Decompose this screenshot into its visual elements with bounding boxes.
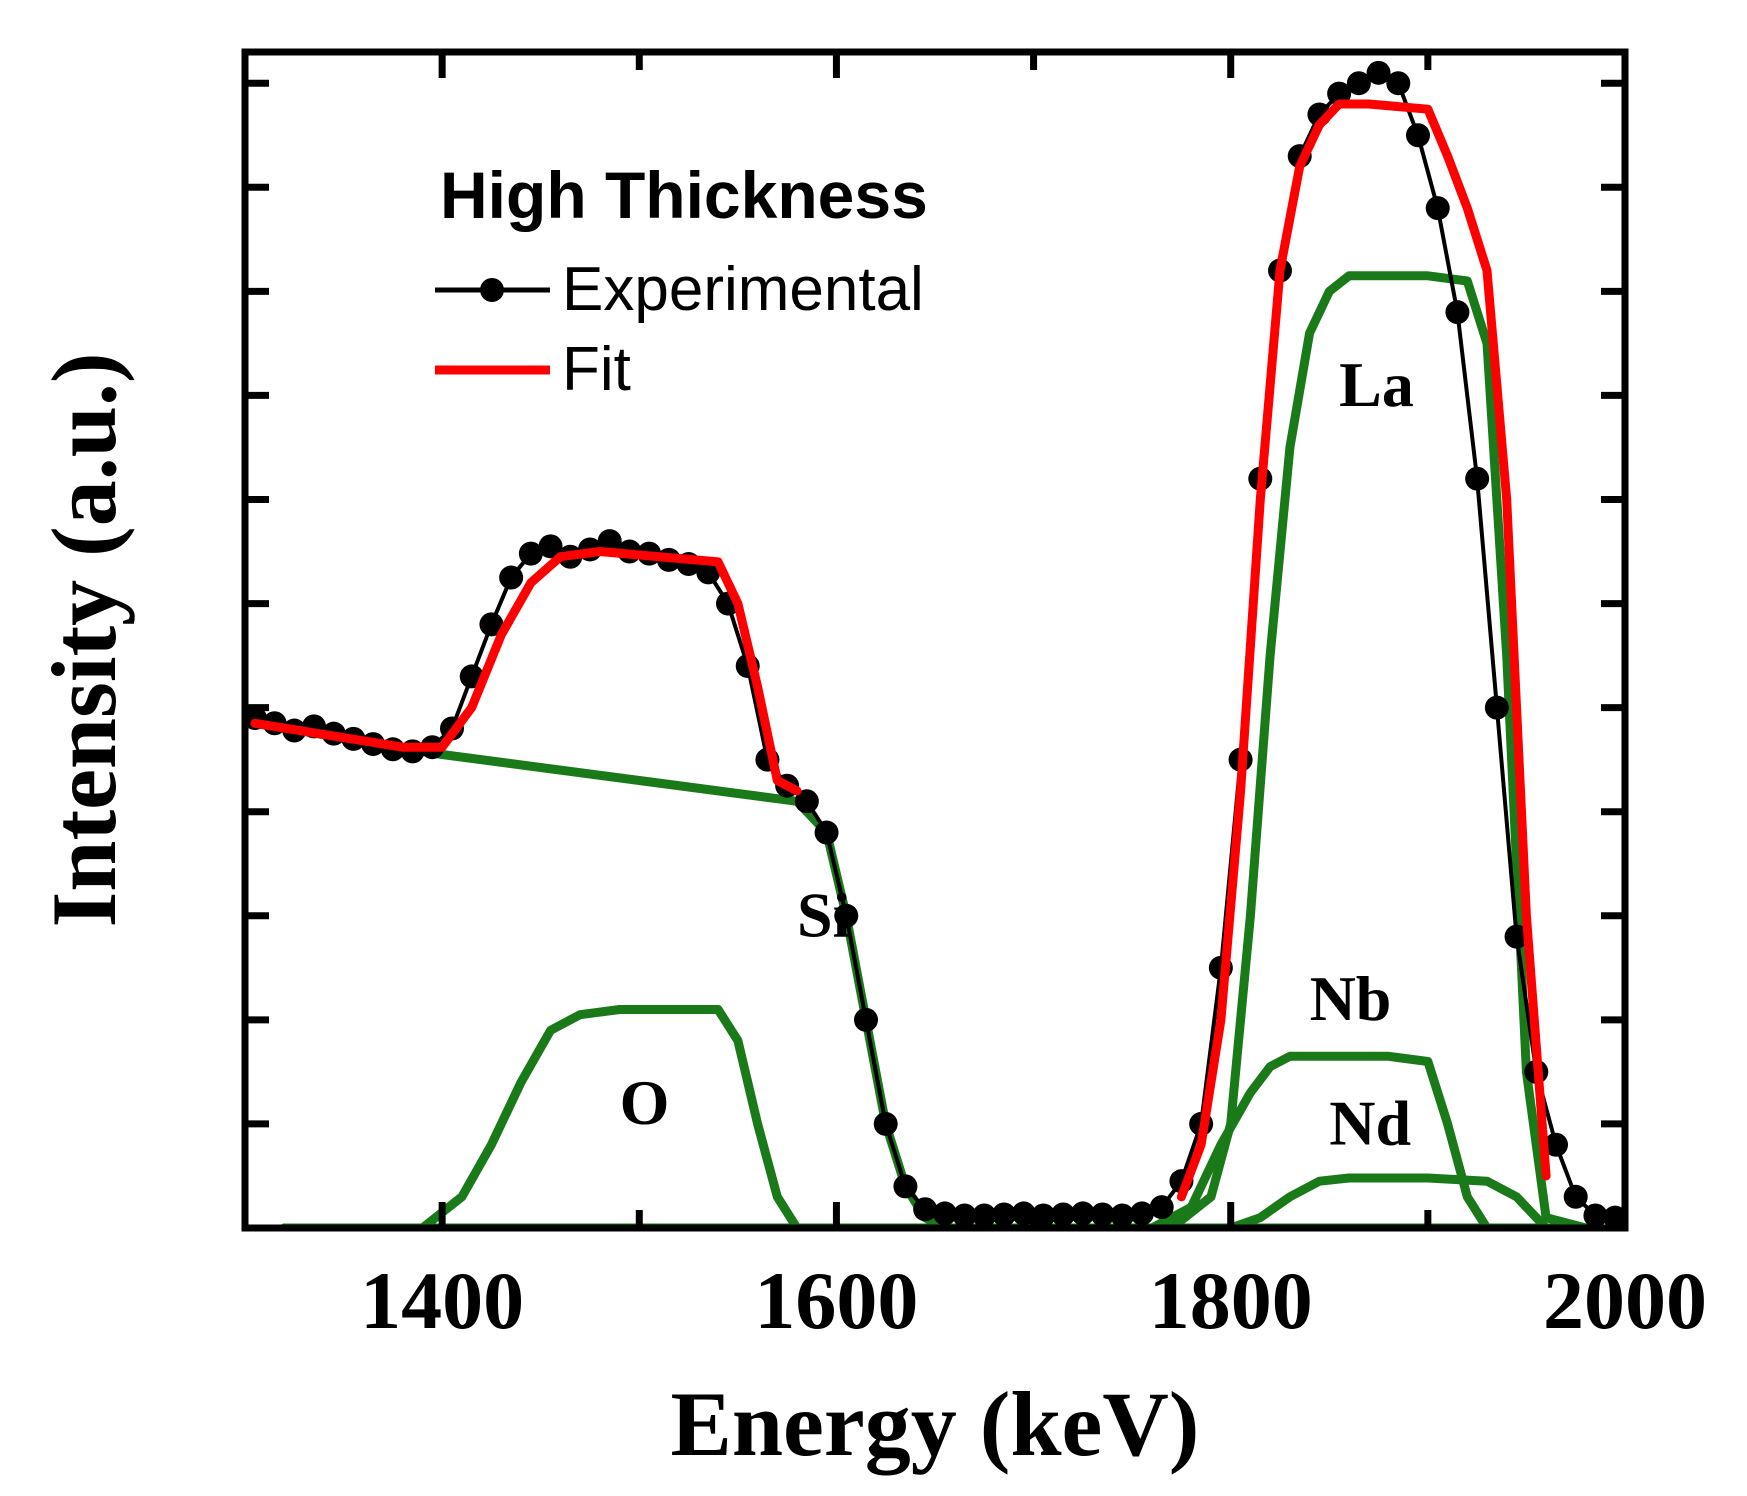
axis-ticks <box>245 52 1625 1232</box>
experimental-point <box>794 789 819 814</box>
series-line-o <box>279 1005 1591 1228</box>
experimental-point <box>1011 1201 1036 1226</box>
annotation-si: Si <box>797 880 850 951</box>
experimental-point <box>1603 1205 1625 1228</box>
experimental-point <box>972 1203 997 1228</box>
x-axis-label: Energy (keV) <box>671 1373 1200 1475</box>
axes-frame <box>241 48 1629 1232</box>
legend-title: High Thickness <box>440 158 928 232</box>
experimental-point <box>913 1197 938 1222</box>
experimental-point <box>1090 1202 1115 1227</box>
experimental-point <box>1484 695 1509 720</box>
legend-label-experimental: Experimental <box>562 255 924 324</box>
annotations: La Si Nb O Nd <box>620 349 1414 1159</box>
annotation-la: La <box>1339 349 1414 420</box>
plot-area <box>245 60 1625 1228</box>
experimental-point <box>1130 1201 1154 1226</box>
legend-swatch-experimental-dot <box>480 278 504 302</box>
experimental-point <box>1504 924 1529 949</box>
experimental-point <box>814 820 839 845</box>
x-tick-labels: 1400 1600 1800 2000 <box>360 1255 1707 1346</box>
series-line-nd <box>279 1173 1591 1228</box>
series-line-fit-2 <box>1176 99 1551 1202</box>
series-line-nb <box>279 1051 1591 1228</box>
experimental-point <box>952 1203 977 1228</box>
x-tick-label: 1400 <box>360 1255 524 1346</box>
experimental-point <box>479 612 504 637</box>
experimental-point <box>1583 1203 1608 1228</box>
experimental-point <box>499 565 524 590</box>
series-line-fit-1 <box>250 547 802 796</box>
experimental-point <box>1563 1184 1588 1209</box>
experimental-point <box>1544 1132 1568 1157</box>
x-tick-label: 2000 <box>1543 1255 1707 1346</box>
experimental-point <box>854 1007 878 1032</box>
experimental-point <box>1465 466 1490 491</box>
experimental-point <box>873 1111 898 1136</box>
experimental-point <box>992 1202 1016 1227</box>
experimental-point <box>1366 60 1391 85</box>
experimental-point <box>538 534 563 559</box>
legend: High Thickness Experimental Fit <box>435 158 928 404</box>
experimental-point <box>597 529 622 554</box>
experimental-point <box>1425 196 1450 221</box>
legend-label-fit: Fit <box>562 335 631 404</box>
experimental-point <box>1031 1203 1056 1228</box>
experimental-point <box>893 1174 918 1199</box>
experimental-point <box>1386 71 1411 96</box>
experimental-point <box>1070 1201 1095 1226</box>
annotation-nd: Nd <box>1329 1088 1411 1159</box>
annotation-o: O <box>620 1067 670 1138</box>
experimental-point <box>1406 123 1430 148</box>
annotation-nb: Nb <box>1310 963 1392 1034</box>
experimental-point <box>518 541 543 566</box>
experimental-point <box>834 903 859 928</box>
experimental-point <box>1110 1203 1135 1228</box>
experimental-point <box>932 1201 957 1226</box>
x-tick-label: 1800 <box>1149 1255 1313 1346</box>
plot-frame <box>241 48 1629 1232</box>
experimental-point <box>1445 300 1470 325</box>
x-tick-label: 1600 <box>754 1255 918 1346</box>
y-axis-label: Intensity (a.u.) <box>33 352 135 927</box>
experimental-point <box>696 560 721 585</box>
experimental-point <box>1051 1202 1076 1227</box>
series-line-experimental <box>254 70 1616 1220</box>
experimental-point <box>1149 1195 1174 1220</box>
experimental-point <box>1346 71 1371 96</box>
